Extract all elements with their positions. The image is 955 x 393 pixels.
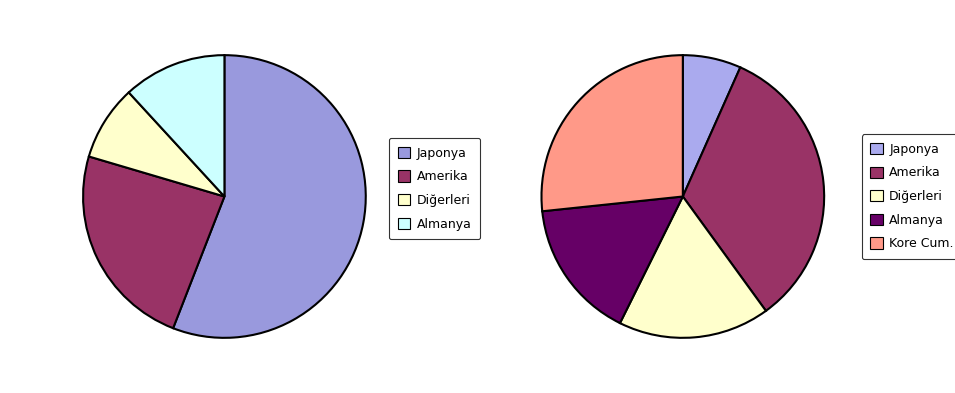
Legend: Japonya, Amerika, Diğerleri, Almanya, Kore Cum.: Japonya, Amerika, Diğerleri, Almanya, Ko… [861, 134, 955, 259]
Wedge shape [620, 196, 766, 338]
Wedge shape [129, 55, 224, 196]
Wedge shape [683, 55, 740, 196]
Wedge shape [173, 55, 366, 338]
Wedge shape [542, 196, 683, 323]
Wedge shape [89, 92, 224, 196]
Wedge shape [83, 156, 224, 328]
Legend: Japonya, Amerika, Diğerleri, Almanya: Japonya, Amerika, Diğerleri, Almanya [389, 138, 480, 239]
Wedge shape [683, 67, 824, 311]
Wedge shape [541, 55, 683, 211]
